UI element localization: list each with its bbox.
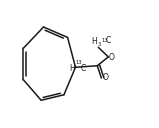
Text: C: C: [106, 36, 111, 45]
Text: H: H: [69, 64, 75, 73]
Text: H: H: [91, 37, 97, 46]
Text: 13: 13: [75, 60, 82, 65]
Text: C: C: [81, 64, 86, 73]
Text: 3: 3: [97, 42, 101, 47]
Text: O: O: [109, 53, 115, 62]
Text: 13: 13: [101, 38, 108, 43]
Text: O: O: [103, 73, 109, 82]
